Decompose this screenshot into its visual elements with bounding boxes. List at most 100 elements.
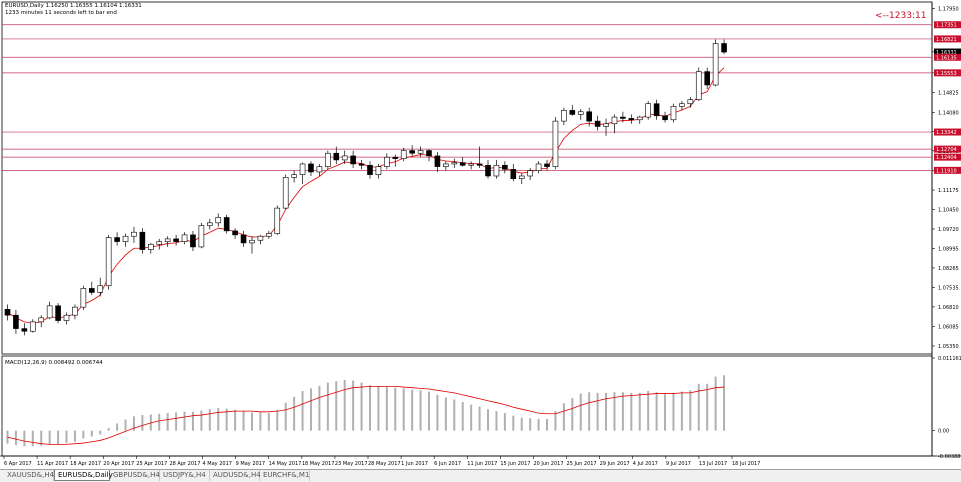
candle-body [223,217,230,232]
macd-histogram-bar [714,376,717,431]
macd-histogram-bar [217,407,220,431]
macd-histogram-bar [537,418,540,431]
candle-body [569,110,576,115]
macd-histogram-bar [503,413,506,431]
tab-audusd-h4[interactable]: AUDUSD&,H4 [210,470,261,481]
macd-histogram-bar [309,388,312,431]
date-axis-label: 9 Jul 2017 [666,461,691,467]
macd-histogram-bar [191,411,194,431]
candle-body [544,163,550,167]
price-axis-label: 1.10450 [938,207,959,213]
macd-histogram-bar [65,430,68,444]
macd-histogram-bar [242,411,245,431]
date-axis-label: 9 May 2017 [236,461,265,467]
countdown-label: <--1233:11 [875,11,926,21]
candle-body [266,233,272,237]
macd-histogram-bar [697,383,700,431]
macd-histogram-bar [99,430,102,435]
candle-body [392,156,399,159]
candle-body [620,116,626,119]
tab-eurchf-m1[interactable]: EURCHF&,M1 [260,470,310,481]
tab-xauusd-h4[interactable]: XAUUSD&,H4 [4,470,54,481]
price-axis-label: 1.08265 [938,266,959,272]
date-axis-label: 15 Jun 2017 [500,461,530,467]
candle-body [156,241,163,245]
candle-body [502,164,508,170]
macd-histogram-bar [706,383,709,431]
candle-body [434,155,441,167]
macd-histogram-bar [175,412,178,431]
macd-signal-line [7,385,725,445]
candle-body [636,116,643,121]
price-tag-label: 1.15553 [936,71,957,77]
candle-body [139,231,146,250]
price-tag-label: 1.16135 [936,55,957,61]
macd-histogram-bar [638,392,641,431]
macd-histogram-bar [664,394,667,431]
price-axis-label: 1.05350 [938,344,959,350]
date-axis-label: 18 May 2017 [302,461,335,467]
date-axis-label: 6 Apr 2017 [4,461,32,467]
price-axis-label: 1.08995 [938,246,959,252]
candle-body [341,155,348,161]
macd-indicator [6,375,726,447]
macd-histogram-bar [680,391,683,431]
candle-body [299,163,306,175]
macd-histogram-bar [107,428,110,431]
candle-body [721,43,727,53]
candle-body [21,328,28,332]
price-tag-label: 1.11910 [936,168,957,174]
macd-histogram-bar [655,392,658,431]
macd-histogram-bar [596,392,599,431]
macd-axis-label: -0.003889 [938,454,961,460]
macd-histogram-bar [385,387,388,431]
candle-body [63,314,70,321]
tab-gbpusd-h4[interactable]: GBPUSD&,H4 [110,470,160,481]
candle-body [384,156,390,167]
macd-histogram-bar [57,430,60,445]
macd-histogram-bar [48,430,51,445]
moving-average-line [7,67,725,324]
candle-body [55,305,61,321]
candle-body [603,123,609,127]
macd-histogram-bar [326,382,329,431]
candle-body [552,120,559,167]
macd-histogram-bar [82,430,85,439]
price-axis-label: 1.14080 [938,110,959,116]
price-axis-label: 1.17950 [938,7,959,13]
macd-histogram-bar [613,392,616,431]
macd-histogram-bar [73,430,76,442]
candle-body [451,162,458,165]
macd-histogram-bar [579,393,582,431]
macd-histogram-bar [259,412,262,431]
macd-histogram-bar [588,392,591,431]
date-axis-label: 14 May 2017 [269,461,302,467]
date-axis-label: 13 Jul 2017 [699,461,727,467]
candle-body [679,103,685,107]
candle-body [510,169,517,179]
date-axis-label: 4 May 2017 [203,461,232,467]
candle-body [316,166,323,173]
macd-histogram-bar [444,397,447,431]
symbol-info: EURUSD,Daily 1.16250 1.16355 1.16104 1.1… [5,3,142,9]
candle-body [114,237,120,242]
price-axis-label: 1.07535 [938,285,959,291]
macd-histogram-bar [301,390,304,431]
candle-body [257,235,264,241]
date-axis-label: 28 May 2017 [368,461,401,467]
candle-body [148,243,154,250]
date-axis-label: 20 Jun 2017 [533,461,563,467]
tab-eurusd-daily[interactable]: EURUSD&,Daily [54,470,113,481]
date-axis-label: 28 Apr 2017 [169,461,200,467]
macd-histogram-bar [40,430,43,446]
price-tag-label: 1.17351 [936,23,957,29]
price-chart[interactable]: 1.179501.163351.155501.148251.140801.133… [0,0,961,469]
candle-body [46,305,53,319]
macd-histogram-bar [436,394,439,431]
candle-body [476,163,483,166]
macd-histogram-bar [512,415,515,431]
candle-body [594,120,601,127]
tab-usdjpy-h4[interactable]: USDJPY&,H4 [160,470,210,481]
date-axis-label: 25 Jun 2017 [567,461,597,467]
